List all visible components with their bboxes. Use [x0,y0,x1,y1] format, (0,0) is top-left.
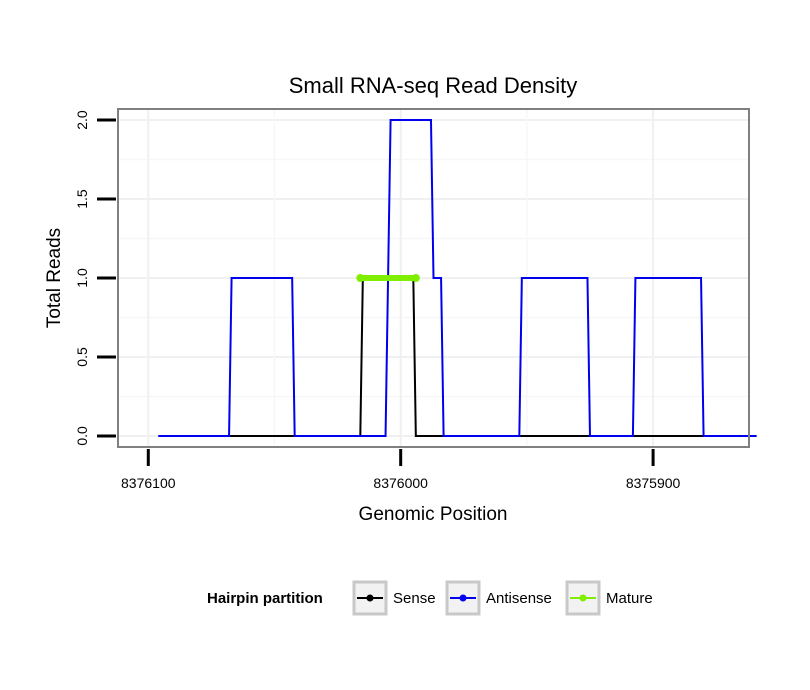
plot-border [117,108,750,448]
series-line-antisense [158,119,757,437]
x-axis-title: Genomic Position [359,504,508,525]
mature-point [356,274,365,282]
legend-label-mature: Mature [606,590,653,607]
legend: Hairpin partition Sense Antisense Mature [207,580,653,616]
chart-title: Small RNA-seq Read Density [289,73,578,98]
x-axis: 8376100 8376000 8375900 [121,449,681,491]
legend-label-sense: Sense [393,590,436,607]
y-axis-title: Total Reads [44,228,65,328]
y-tick-label: 0.0 [74,426,90,446]
y-tick-label: 1.5 [74,189,90,209]
legend-title: Hairpin partition [207,590,323,607]
y-tick-label: 1.0 [74,268,90,288]
legend-key-point [366,594,374,602]
x-tick-label: 8376100 [121,475,176,491]
y-tick-label: 2.0 [74,110,90,130]
y-axis: 0.0 0.5 1.0 1.5 2.0 [74,110,116,446]
y-tick-label: 0.5 [74,347,90,367]
x-tick-label: 8375900 [626,475,681,491]
legend-key-point [579,594,587,602]
legend-label-antisense: Antisense [486,590,552,607]
x-tick-label: 8376000 [373,475,428,491]
legend-key-point [459,594,467,602]
series-lines [158,119,757,437]
mature-point [411,274,420,282]
